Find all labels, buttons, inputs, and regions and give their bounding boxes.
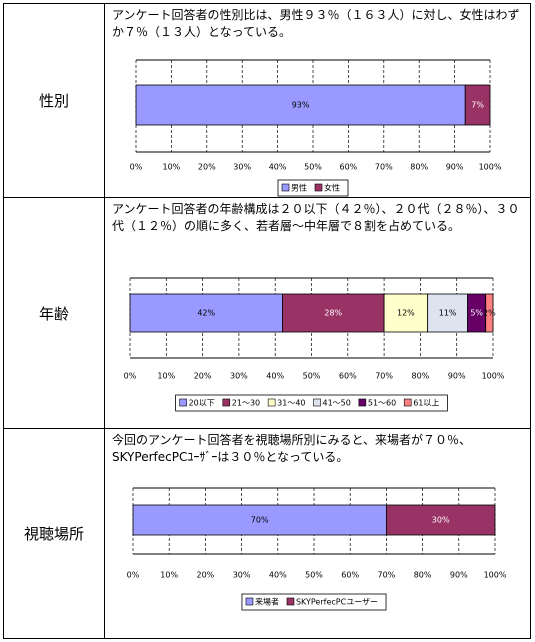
x-tick-label: 80%: [410, 163, 428, 172]
x-tick-label: 10%: [160, 571, 178, 580]
data-label: 2%: [483, 309, 496, 318]
x-tick-label: 80%: [414, 571, 432, 580]
x-tick-label: 20%: [197, 571, 215, 580]
legend-label: 51～60: [368, 399, 396, 408]
legend-box: [241, 593, 387, 611]
chart: 0% 10% 20% 30% 40% 50% 60% 70% 80% 90% 100% 93% 7% 男性…: [130, 59, 502, 197]
data-label: 5%: [470, 309, 483, 318]
x-tick-label: 90%: [448, 372, 466, 381]
x-tick-label: 100%: [484, 571, 507, 580]
chart: 0% 10% 20% 30% 40% 50% 60% 70% 80% 90% 100% 42% 28% 1…: [124, 277, 505, 412]
x-tick-label: 100%: [479, 163, 502, 172]
row-label: 年齢: [38, 304, 69, 323]
row-text: アンケート回答者の年齢構成は２０以下（４２％）、２０代（２８％）、３０代（１２％…: [112, 202, 520, 233]
x-tick-label: 40%: [269, 571, 287, 580]
legend-swatch: [281, 183, 290, 192]
x-tick-label: 50%: [304, 163, 322, 172]
legend: 来場者 SKYPerfecPCユーザー: [245, 597, 378, 607]
x-tick-label: 0%: [127, 571, 140, 580]
legend-label: SKYPerfecPCユーザー: [296, 598, 378, 607]
legend: 20以下 21～30 31～40 41～50 51～60 61以上: [179, 398, 439, 408]
x-tick-label: 60%: [341, 571, 359, 580]
x-tick-label: 90%: [450, 571, 468, 580]
row-text: アンケート回答者の性別比は、男性９３％（１６３人）に対し、女性はわずか７％（１３…: [112, 8, 520, 39]
x-tick-label: 20%: [198, 163, 216, 172]
x-tick-label: 40%: [269, 163, 287, 172]
border: [3, 3, 4, 639]
x-tick-label: 80%: [412, 372, 430, 381]
data-label: 93%: [292, 101, 310, 110]
x-tick-label: 60%: [340, 163, 358, 172]
x-tick-label: 20%: [194, 372, 212, 381]
x-tick-label: 30%: [233, 571, 251, 580]
border: [530, 3, 531, 639]
x-tick-label: 90%: [446, 163, 464, 172]
legend-swatch: [358, 398, 367, 407]
legend-swatch: [267, 398, 276, 407]
row-label: 性別: [38, 92, 69, 110]
x-tick-label: 10%: [157, 372, 175, 381]
data-label: 28%: [324, 309, 342, 318]
legend-swatch: [313, 398, 321, 407]
x-tick-label: 40%: [266, 372, 284, 381]
bar-segment: [485, 293, 494, 333]
data-label: 12%: [397, 309, 415, 318]
legend-swatch: [245, 597, 254, 606]
legend-label: 41～50: [323, 399, 351, 408]
legend-swatch: [403, 398, 412, 407]
x-tick-label: 30%: [230, 372, 248, 381]
x-tick-label: 70%: [375, 163, 393, 172]
border: [3, 638, 531, 639]
bar-segment: [383, 293, 429, 333]
legend-label: 男性: [291, 183, 307, 193]
x-tick-label: 50%: [305, 571, 323, 580]
row-text: 今回のアンケート回答者を視聴場所別にみると、来場者が７０％、SKYPerfecP…: [112, 433, 472, 464]
legend-label: 20以下: [189, 399, 215, 408]
legend-swatch: [179, 398, 187, 407]
data-label: 7%: [471, 101, 484, 110]
bar-segment: [464, 84, 491, 126]
legend-label: 来場者: [255, 597, 279, 607]
border: [3, 428, 531, 429]
legend-label: 女性: [324, 183, 340, 193]
row-label: 視聴場所: [23, 525, 84, 543]
x-tick-label: 10%: [163, 163, 181, 172]
legend-swatch: [286, 597, 295, 606]
legend-label: 21～30: [232, 399, 260, 408]
x-tick-label: 50%: [303, 372, 321, 381]
x-tick-label: 0%: [130, 163, 143, 172]
legend-box: [277, 179, 349, 197]
border: [3, 3, 531, 4]
legend-swatch: [314, 183, 323, 192]
data-label: 42%: [197, 309, 215, 318]
x-tick-label: 0%: [124, 372, 137, 381]
x-tick-label: 70%: [375, 372, 393, 381]
data-label: 30%: [432, 516, 450, 525]
legend: 男性 女性: [281, 183, 340, 193]
x-tick-label: 100%: [482, 372, 505, 381]
legend-label: 31～40: [277, 399, 305, 408]
legend-box: [175, 394, 448, 412]
border: [3, 197, 531, 198]
data-label: 11%: [439, 309, 457, 318]
chart: 0% 10% 20% 30% 40% 50% 60% 70% 80% 90% 100% 70% 30% 来…: [127, 487, 507, 611]
bar-segment: [129, 293, 283, 333]
x-tick-label: 60%: [339, 372, 357, 381]
bar-segment: [282, 293, 385, 333]
border: [104, 3, 105, 639]
data-label: 70%: [251, 516, 269, 525]
bar-segment: [385, 504, 496, 536]
legend-swatch: [222, 398, 231, 407]
x-tick-label: 70%: [378, 571, 396, 580]
x-tick-label: 30%: [233, 163, 251, 172]
legend-label: 61以上: [413, 399, 439, 408]
bar-segment: [132, 504, 387, 536]
